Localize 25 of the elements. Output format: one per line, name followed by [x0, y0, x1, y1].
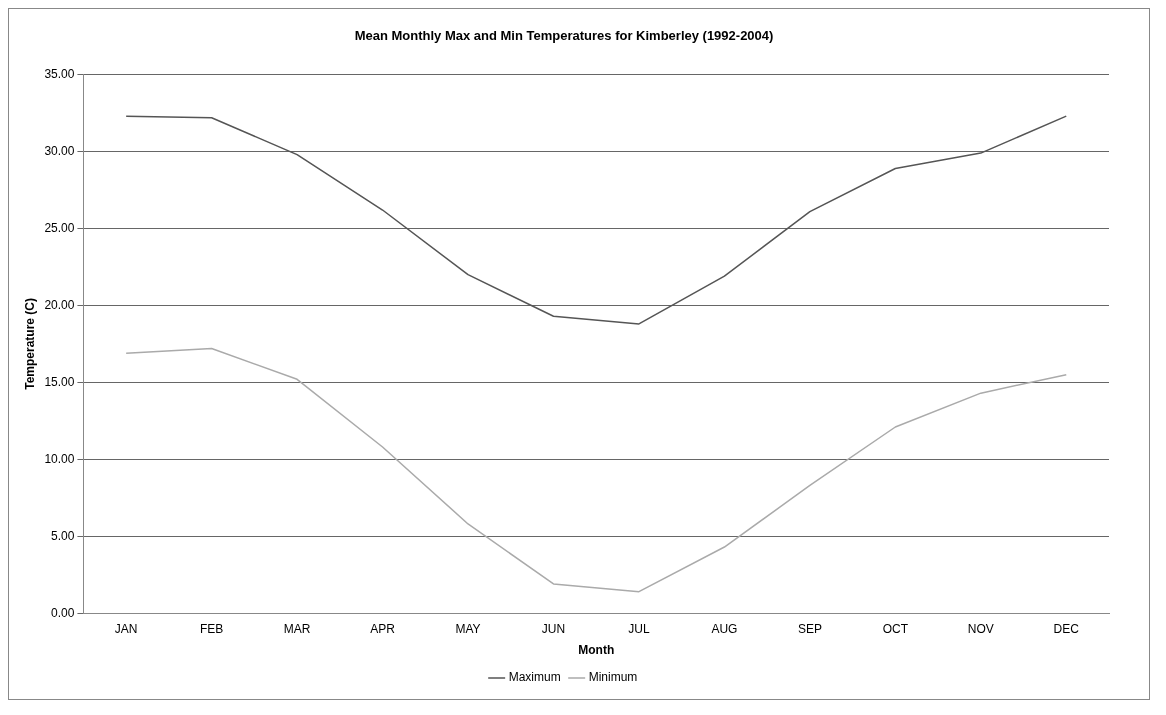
- x-tick-label: SEP: [797, 621, 822, 636]
- x-tick-label: JAN: [114, 621, 138, 636]
- y-tick-label: 30.00: [44, 143, 75, 158]
- x-tick-label: NOV: [967, 621, 994, 636]
- y-tick-label: 15.00: [44, 374, 75, 389]
- y-tick-label: 35.00: [44, 66, 75, 81]
- y-tick-label: 5.00: [51, 528, 75, 543]
- x-tick-label: JUN: [541, 621, 566, 636]
- legend-label: Maximum: [508, 670, 561, 685]
- y-tick-label: 10.00: [44, 451, 75, 466]
- x-tick-label: AUG: [711, 621, 738, 636]
- legend-label: Minimum: [588, 670, 638, 685]
- x-tick-label: FEB: [199, 621, 224, 636]
- x-tick-label: MAY: [455, 621, 481, 636]
- x-axis-title: Month: [578, 643, 615, 658]
- x-tick-label: MAR: [283, 621, 311, 636]
- x-tick-label: APR: [370, 621, 396, 636]
- y-tick-label: 25.00: [44, 220, 75, 235]
- x-tick-label: DEC: [1053, 621, 1080, 636]
- chart-title: Mean Monthly Max and Min Temperatures for Kimberley (1992-2004): [354, 28, 774, 44]
- x-tick-label: OCT: [882, 621, 909, 636]
- y-tick-label: 20.00: [44, 297, 75, 312]
- y-axis-title: Temperature (C): [22, 298, 37, 390]
- y-tick-label: 0.00: [51, 605, 75, 620]
- x-tick-label: JUL: [628, 621, 650, 636]
